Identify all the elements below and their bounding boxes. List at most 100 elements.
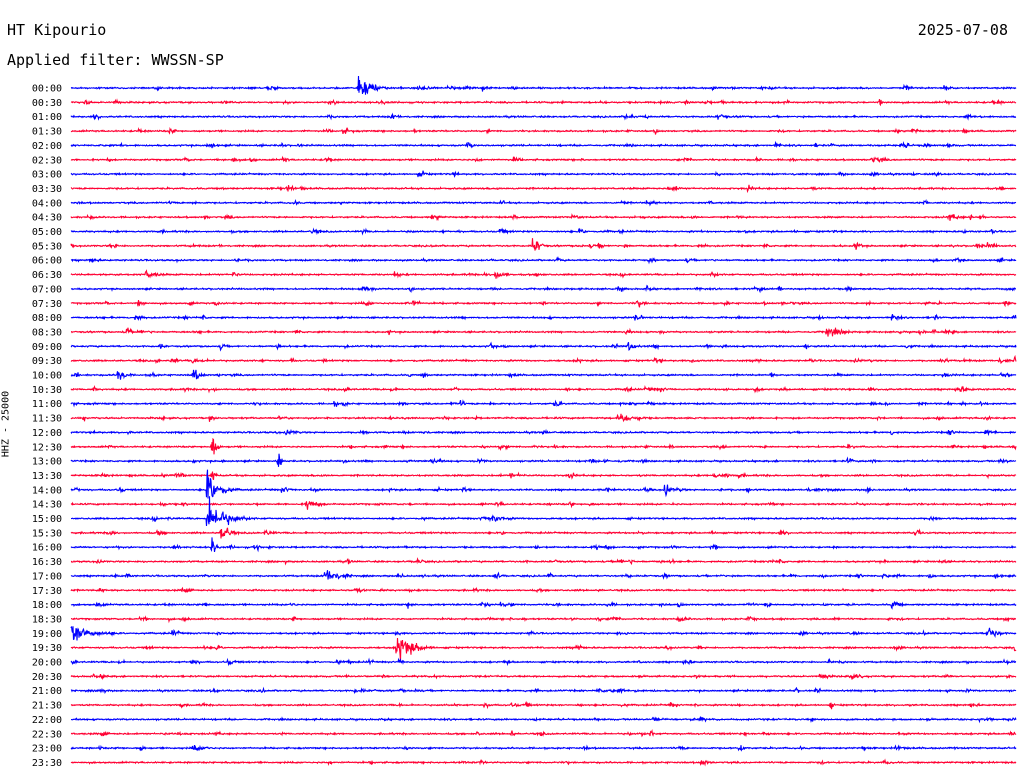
trace-line: [70, 184, 1017, 194]
row-time-label: 03:00: [32, 170, 62, 181]
trace-line: [70, 313, 1017, 322]
row-time-label: 13:30: [32, 471, 62, 482]
trace-line: [70, 496, 1017, 527]
row-time-label: 12:30: [32, 442, 62, 453]
trace-line: [70, 238, 1017, 251]
trace-line: [70, 469, 1017, 499]
trace-line: [70, 255, 1017, 265]
trace-line: [70, 384, 1017, 394]
trace-line: [70, 638, 1017, 662]
trace-line: [70, 341, 1017, 352]
trace-line: [70, 453, 1017, 467]
trace-line: [70, 75, 1017, 95]
row-time-label: 11:30: [32, 414, 62, 425]
row-time-label: 03:30: [32, 184, 62, 195]
trace-line: [70, 615, 1017, 624]
row-time-label: 13:00: [32, 457, 62, 468]
trace-line: [70, 369, 1017, 380]
trace-line: [70, 140, 1017, 149]
station-name: HT Kipourio: [7, 21, 107, 39]
trace-line: [70, 413, 1017, 423]
trace-line: [70, 744, 1017, 752]
trace-line: [70, 600, 1017, 610]
trace-line: [70, 126, 1017, 135]
row-time-label: 09:30: [32, 356, 62, 367]
trace-line: [70, 428, 1017, 437]
row-time-label: 02:30: [32, 155, 62, 166]
row-time-label: 09:00: [32, 342, 62, 353]
row-time-label: 21:30: [32, 701, 62, 712]
trace-line: [70, 758, 1017, 767]
trace-line: [70, 437, 1017, 455]
trace-line: [70, 626, 1017, 641]
trace-line: [70, 586, 1017, 594]
row-time-label: 17:30: [32, 586, 62, 597]
trace-line: [70, 500, 1017, 510]
row-time-label: 18:30: [32, 614, 62, 625]
row-time-label: 05:00: [32, 227, 62, 238]
trace-line: [70, 700, 1017, 710]
row-time-label: 06:30: [32, 270, 62, 281]
row-time-label: 16:30: [32, 557, 62, 568]
trace-line: [70, 269, 1017, 279]
row-time-label: 08:30: [32, 327, 62, 338]
row-time-label: 00:30: [32, 98, 62, 109]
row-time-label: 01:00: [32, 112, 62, 123]
trace-line: [70, 537, 1017, 553]
trace-line: [70, 354, 1017, 365]
trace-line: [70, 557, 1017, 566]
trace-line: [70, 227, 1017, 236]
row-time-label: 23:00: [32, 744, 62, 755]
trace-line: [70, 527, 1017, 539]
row-time-label: 02:00: [32, 141, 62, 152]
row-time-label: 14:30: [32, 500, 62, 511]
trace-line: [70, 213, 1017, 222]
row-time-label: 20:30: [32, 672, 62, 683]
trace-line: [70, 570, 1017, 580]
row-time-label: 00:00: [32, 84, 62, 95]
trace-line: [70, 170, 1017, 178]
row-time-label: 20:00: [32, 658, 62, 669]
row-time-label: 04:30: [32, 213, 62, 224]
record-date: 2025-07-08: [917, 21, 1008, 39]
row-time-label: 23:30: [32, 758, 62, 769]
row-time-label: 08:00: [32, 313, 62, 324]
trace-line: [70, 98, 1017, 107]
row-time-label: 16:00: [32, 543, 62, 554]
row-time-label: 17:00: [32, 571, 62, 582]
row-time-label: 18:00: [32, 600, 62, 611]
row-time-label: 22:30: [32, 729, 62, 740]
trace-line: [70, 399, 1017, 408]
trace-line: [70, 299, 1017, 308]
trace-line: [70, 657, 1017, 667]
row-time-label: 04:00: [32, 198, 62, 209]
trace-line: [70, 728, 1017, 738]
row-time-label: 21:00: [32, 686, 62, 697]
row-time-label: 22:00: [32, 715, 62, 726]
trace-line: [71, 716, 1017, 724]
trace-line: [70, 112, 1017, 121]
row-time-label: 10:00: [32, 371, 62, 382]
row-time-label: 11:00: [32, 399, 62, 410]
row-time-label: 19:00: [32, 629, 62, 640]
row-time-label: 19:30: [32, 643, 62, 654]
row-time-label: 10:30: [32, 385, 62, 396]
trace-line: [70, 198, 1017, 207]
row-time-label: 01:30: [32, 127, 62, 138]
trace-line: [70, 284, 1017, 294]
trace-line: [70, 155, 1017, 164]
row-time-label: 05:30: [32, 241, 62, 252]
row-time-label: 06:00: [32, 256, 62, 267]
trace-line: [70, 471, 1017, 481]
row-time-label: 14:00: [32, 485, 62, 496]
filter-label: Applied filter: WWSSN-SP: [7, 51, 224, 69]
row-time-label: 12:00: [32, 428, 62, 439]
row-time-label: 07:00: [32, 284, 62, 295]
trace-line: [70, 327, 1017, 337]
row-time-label: 15:00: [32, 514, 62, 525]
row-time-label: 15:30: [32, 528, 62, 539]
row-time-label: 07:30: [32, 299, 62, 310]
trace-line: [70, 686, 1017, 695]
trace-line: [70, 673, 1017, 681]
